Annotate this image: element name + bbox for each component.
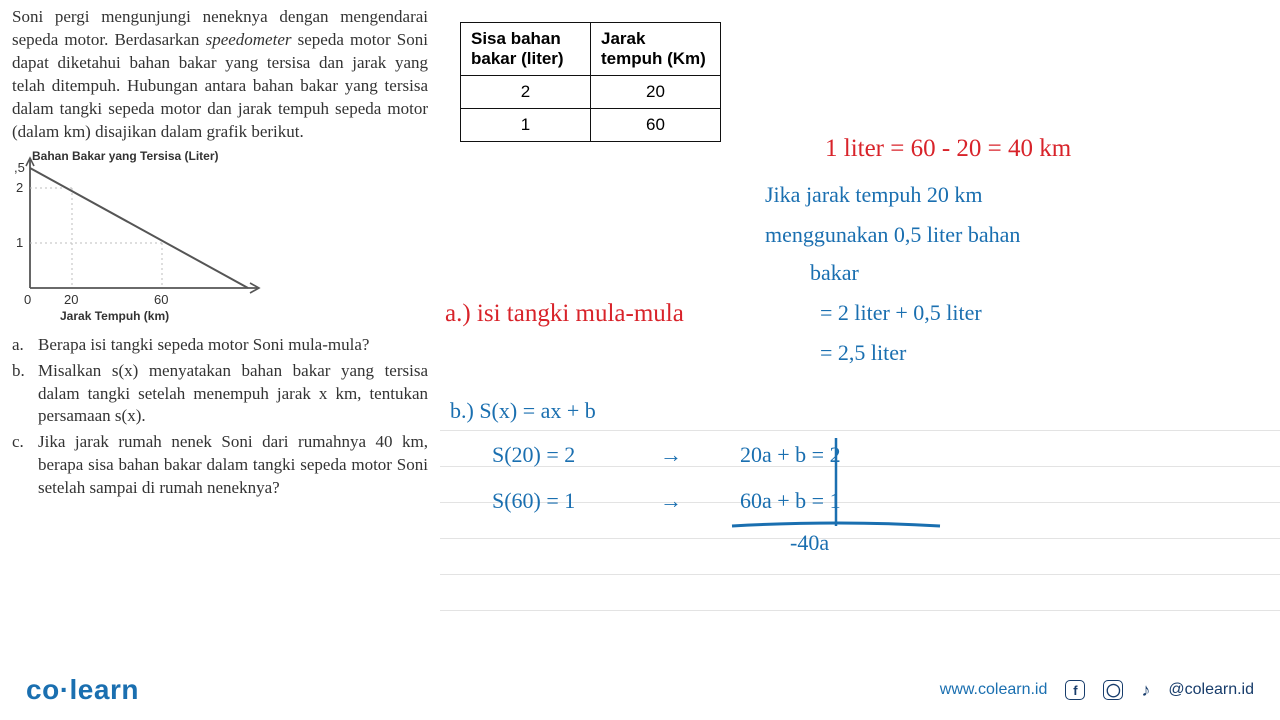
table-cell: 20	[591, 76, 721, 109]
svg-text:60: 60	[154, 292, 168, 307]
hw-blue-b: b.) S(x) = ax + b	[450, 398, 596, 424]
table-cell: 1	[461, 109, 591, 142]
questions-list: a. Berapa isi tangki sepeda motor Soni m…	[12, 334, 428, 501]
problem-paragraph: Soni pergi mengunjungi neneknya dengan m…	[12, 6, 428, 144]
x-axis-label: Jarak Tempuh (km)	[60, 308, 169, 324]
hw-strike-icon	[830, 438, 842, 526]
hw-arrow-icon: →	[660, 442, 682, 468]
hw-blue-b1b: 20a + b = 2	[740, 442, 841, 468]
logo-part-a: co	[26, 674, 60, 705]
question-text: Misalkan s(x) menyatakan bahan bakar yan…	[38, 360, 428, 429]
data-table: Sisa bahan bakar (liter) Jarak tempuh (K…	[460, 22, 721, 142]
brand-logo: co·learn	[26, 674, 139, 706]
question-letter: c.	[12, 431, 38, 500]
table-header-fuel: Sisa bahan bakar (liter)	[461, 23, 591, 76]
question-letter: b.	[12, 360, 38, 429]
hw-blue-line3: bakar	[810, 260, 859, 286]
question-b: b. Misalkan s(x) menyatakan bahan bakar …	[12, 360, 428, 429]
svg-text:0: 0	[24, 292, 31, 307]
footer-handle: @colearn.id	[1168, 681, 1254, 699]
hw-red-line1: 1 liter = 60 - 20 = 40 km	[825, 135, 1071, 163]
table-row: 2 20	[461, 76, 721, 109]
hw-blue-line2: menggunakan 0,5 liter bahan	[765, 222, 1020, 248]
hw-blue-b2: S(60) = 1	[492, 488, 575, 514]
svg-text:1: 1	[16, 235, 23, 250]
tiktok-icon: ♪	[1141, 680, 1150, 701]
footer-url: www.colearn.id	[940, 681, 1048, 699]
footer: co·learn www.colearn.id f ◯ ♪ @colearn.i…	[0, 674, 1280, 706]
hw-blue-b2b: 60a + b = 1	[740, 488, 841, 514]
svg-text:2: 2	[16, 180, 23, 195]
hw-blue-b1: S(20) = 2	[492, 442, 575, 468]
hw-blue-eq1: = 2 liter + 0,5 liter	[820, 300, 982, 326]
footer-right: www.colearn.id f ◯ ♪ @colearn.id	[940, 680, 1254, 701]
question-letter: a.	[12, 334, 38, 357]
ruled-lines	[440, 430, 1280, 710]
hw-arrow-icon: →	[660, 488, 682, 514]
logo-part-b: learn	[70, 674, 139, 705]
question-a: a. Berapa isi tangki sepeda motor Soni m…	[12, 334, 428, 357]
svg-text:20: 20	[64, 292, 78, 307]
question-c: c. Jika jarak rumah nenek Soni dari ruma…	[12, 431, 428, 500]
instagram-icon: ◯	[1103, 680, 1123, 700]
table-cell: 60	[591, 109, 721, 142]
hw-blue-line1: Jika jarak tempuh 20 km	[765, 182, 983, 208]
question-text: Jika jarak rumah nenek Soni dari rumahny…	[38, 431, 428, 500]
svg-text:,5: ,5	[14, 160, 25, 175]
hw-blue-eq2: = 2,5 liter	[820, 340, 906, 366]
table-cell: 2	[461, 76, 591, 109]
facebook-icon: f	[1065, 680, 1085, 700]
table-row: 1 60	[461, 109, 721, 142]
left-column: Soni pergi mengunjungi neneknya dengan m…	[0, 0, 440, 503]
question-text: Berapa isi tangki sepeda motor Soni mula…	[38, 334, 428, 357]
hw-red-a: a.) isi tangki mula-mula	[445, 300, 684, 328]
hw-blue-b3: -40a	[790, 530, 829, 556]
table-header-distance: Jarak tempuh (Km)	[591, 23, 721, 76]
fuel-distance-chart: Bahan Bakar yang Tersisa (Liter) ,5 2 1 …	[12, 148, 272, 328]
